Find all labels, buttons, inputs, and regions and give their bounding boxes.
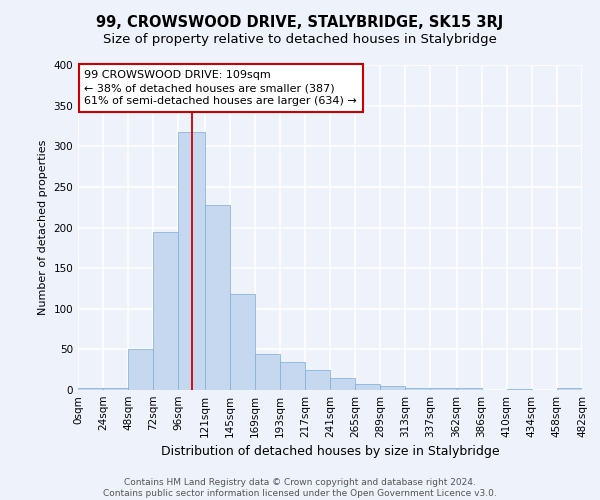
Bar — [128, 350, 153, 390]
Text: Size of property relative to detached houses in Stalybridge: Size of property relative to detached ho… — [103, 32, 497, 46]
Bar — [355, 384, 380, 390]
Text: 99, CROWSWOOD DRIVE, STALYBRIDGE, SK15 3RJ: 99, CROWSWOOD DRIVE, STALYBRIDGE, SK15 3… — [97, 15, 503, 30]
Text: Contains HM Land Registry data © Crown copyright and database right 2024.
Contai: Contains HM Land Registry data © Crown c… — [103, 478, 497, 498]
X-axis label: Distribution of detached houses by size in Stalybridge: Distribution of detached houses by size … — [161, 446, 499, 458]
Bar — [178, 132, 205, 390]
Bar — [507, 389, 532, 390]
Bar — [78, 388, 103, 390]
Y-axis label: Number of detached properties: Number of detached properties — [38, 140, 48, 315]
Bar — [280, 362, 305, 390]
Bar — [205, 205, 230, 390]
Text: 99 CROWSWOOD DRIVE: 109sqm
← 38% of detached houses are smaller (387)
61% of sem: 99 CROWSWOOD DRIVE: 109sqm ← 38% of deta… — [84, 70, 357, 106]
Bar — [405, 388, 430, 390]
Bar — [103, 388, 128, 390]
Bar — [380, 386, 405, 390]
Bar — [457, 388, 482, 390]
Bar — [557, 388, 582, 390]
Bar — [305, 370, 330, 390]
Bar — [330, 378, 355, 390]
Bar — [153, 232, 178, 390]
Bar — [430, 388, 457, 390]
Bar — [230, 294, 255, 390]
Bar — [255, 354, 280, 390]
